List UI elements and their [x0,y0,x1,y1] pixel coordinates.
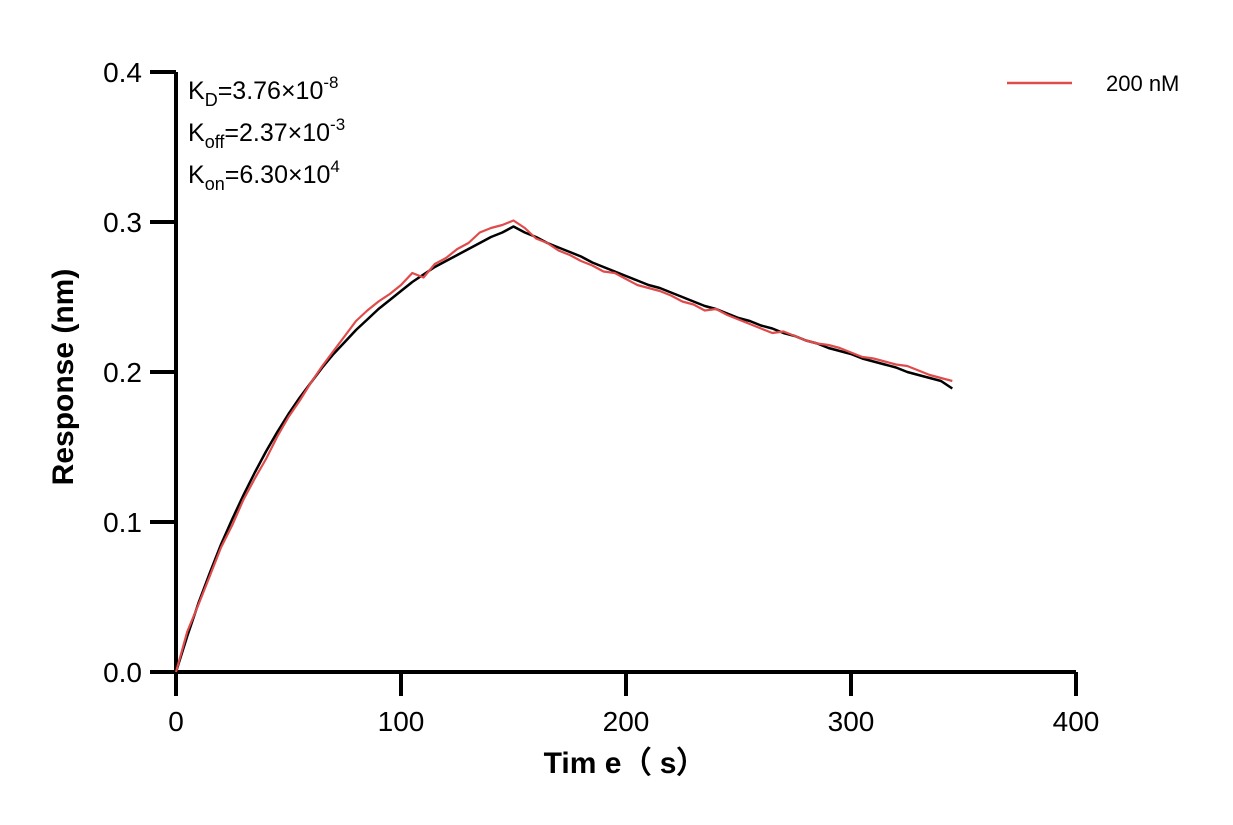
series-line-200nm [174,219,953,673]
y-tick-label: 0.0 [103,657,142,688]
kinetic-constant-off: Koff=2.37×10-3 [188,115,345,152]
x-ticks: 0 100 200 300 400 [168,672,1099,737]
x-tick-label: 400 [1053,706,1100,737]
y-tick-label: 0.1 [103,507,142,538]
series-layer [174,219,953,673]
legend: 200 nM [1007,71,1179,96]
y-tick-label: 0.4 [103,57,142,88]
y-axis-title: Response (nm) [47,269,80,486]
fit-curve-line [174,225,953,673]
y-tick-label: 0.2 [103,357,142,388]
y-tick-label: 0.3 [103,207,142,238]
kinetic-constant-on: Kon=6.30×104 [188,157,340,194]
x-tick-label: 300 [828,706,875,737]
y-ticks: 0.0 0.1 0.2 0.3 0.4 [103,57,176,688]
x-axis-title: Tim e（ s） [544,746,707,780]
x-tick-label: 100 [378,706,425,737]
x-tick-label: 200 [603,706,650,737]
kinetics-annotations: KD=3.76×10-8 Koff=2.37×10-3 Kon=6.30×104 [188,73,345,194]
x-tick-label: 0 [168,706,184,737]
kinetic-constant-D: KD=3.76×10-8 [188,73,338,110]
legend-label-200nm: 200 nM [1106,71,1179,96]
